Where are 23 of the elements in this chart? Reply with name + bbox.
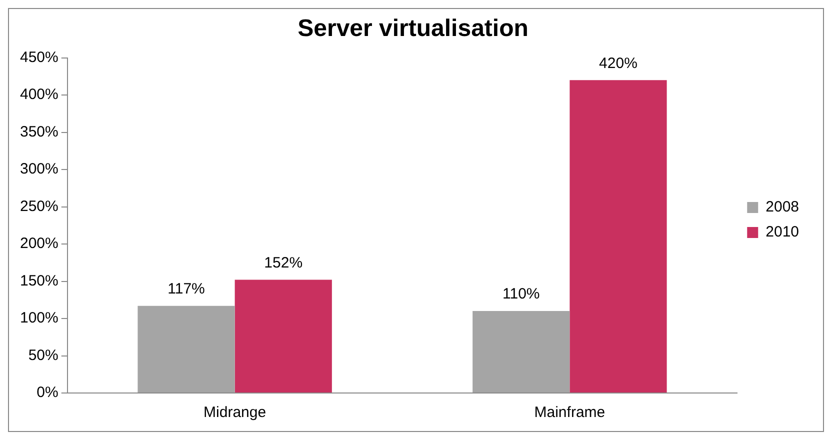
x-tick-label: Mainframe — [534, 404, 606, 422]
chart-title: Server virtualisation — [298, 15, 528, 42]
y-tick-label: 250% — [20, 198, 58, 215]
data-label: 152% — [264, 254, 303, 272]
bar — [138, 306, 235, 392]
x-tick-label: Midrange — [204, 404, 266, 422]
y-tick-label: 0% — [36, 384, 58, 402]
data-label: 117% — [168, 280, 205, 298]
y-tick-label: 50% — [28, 346, 58, 364]
data-label: 420% — [599, 54, 638, 72]
legend-label: 2010 — [766, 224, 800, 241]
bar — [472, 311, 570, 392]
bar — [234, 280, 332, 392]
legend-label: 2008 — [766, 198, 800, 216]
bar — [570, 80, 667, 392]
y-tick-label: 400% — [20, 86, 58, 104]
y-tick-label: 150% — [20, 272, 58, 290]
y-tick-label: 350% — [20, 123, 58, 140]
y-tick-label: 100% — [20, 310, 58, 327]
y-tick-label: 300% — [20, 160, 58, 178]
y-tick-label: 200% — [20, 235, 58, 252]
data-label: 110% — [502, 286, 540, 303]
y-tick-label: 450% — [20, 48, 58, 66]
